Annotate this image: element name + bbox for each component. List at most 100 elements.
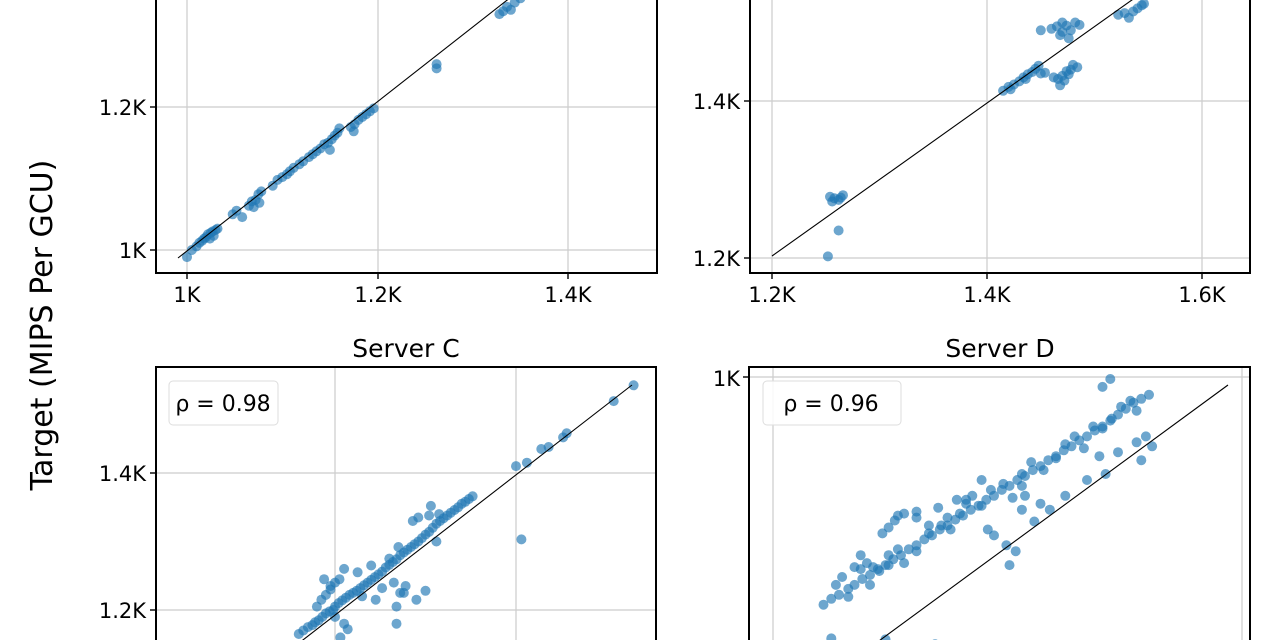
data-point xyxy=(818,599,829,610)
panel-server-c: Server C 1.4K 1.2K ρ = 0.98 xyxy=(99,334,657,640)
data-point xyxy=(431,63,442,74)
data-point xyxy=(628,380,639,391)
data-point xyxy=(208,230,219,241)
data-point xyxy=(961,498,972,509)
data-point xyxy=(1060,490,1071,501)
data-point xyxy=(827,196,838,207)
data-point xyxy=(1061,66,1072,77)
data-point xyxy=(388,577,399,588)
panel-top-left: 1K 1.2K 1.4K 1K 1.2K xyxy=(99,0,658,307)
gridlines xyxy=(156,367,656,640)
data-point xyxy=(366,560,377,571)
data-point xyxy=(319,574,330,585)
data-point xyxy=(1001,540,1012,551)
data-point xyxy=(411,594,422,605)
data-point xyxy=(865,579,875,590)
data-point xyxy=(1131,437,1142,448)
data-point xyxy=(843,591,854,602)
data-point xyxy=(967,490,978,501)
correlation-legend: ρ = 0.98 xyxy=(168,380,279,426)
data-point xyxy=(425,500,436,511)
gridlines xyxy=(750,0,1250,273)
axes-frame xyxy=(749,0,1251,274)
data-point xyxy=(998,478,1009,489)
data-point xyxy=(1131,405,1142,416)
data-point xyxy=(348,126,359,137)
y-tick-label: 1K xyxy=(713,367,741,391)
data-point xyxy=(899,508,910,519)
correlation-value: ρ = 0.98 xyxy=(175,392,270,417)
data-point xyxy=(511,461,521,472)
data-point xyxy=(1016,480,1027,491)
data-point xyxy=(883,522,894,533)
data-point xyxy=(608,396,619,407)
data-point xyxy=(942,512,953,523)
data-point xyxy=(877,528,888,539)
data-point xyxy=(1097,381,1108,392)
y-tick-label: 1.2K xyxy=(99,96,147,120)
data-point xyxy=(923,520,934,531)
data-point xyxy=(1057,17,1068,28)
x-tick-label: 1.4K xyxy=(544,283,592,307)
x-tick-label: 1.6K xyxy=(1178,283,1226,307)
data-point xyxy=(368,103,379,114)
data-point xyxy=(324,144,335,155)
data-point xyxy=(976,500,987,511)
data-point xyxy=(933,502,944,513)
data-point xyxy=(1027,465,1038,476)
data-point xyxy=(1007,492,1018,503)
data-point xyxy=(1069,431,1080,442)
data-point xyxy=(231,205,242,216)
x-tick-label: 1.4K xyxy=(963,283,1011,307)
scatter-points xyxy=(182,0,526,263)
data-point xyxy=(1106,413,1117,424)
data-point xyxy=(855,550,866,561)
data-point xyxy=(826,633,837,640)
data-point xyxy=(1051,453,1061,464)
data-point xyxy=(837,572,848,582)
data-point xyxy=(1144,389,1154,400)
data-point xyxy=(1043,455,1054,466)
data-point xyxy=(1147,441,1158,452)
scatter-points xyxy=(293,380,639,640)
data-point xyxy=(855,564,866,575)
data-point xyxy=(1074,19,1085,30)
data-point xyxy=(391,618,402,629)
axes-frame xyxy=(155,0,658,274)
data-point xyxy=(835,192,846,203)
data-point xyxy=(923,528,934,539)
data-point xyxy=(945,524,956,535)
data-point xyxy=(1004,560,1015,571)
data-point xyxy=(334,574,345,585)
reference-line xyxy=(302,384,633,640)
data-point xyxy=(424,510,435,521)
reference-line xyxy=(879,384,1229,640)
scatter-points xyxy=(818,374,1158,640)
data-point xyxy=(1082,431,1092,442)
data-point xyxy=(1055,80,1066,91)
scatter-points xyxy=(822,0,1149,262)
data-point xyxy=(936,520,947,531)
data-point xyxy=(357,591,368,602)
data-point xyxy=(1020,490,1030,501)
data-point xyxy=(951,494,962,505)
data-point xyxy=(834,589,844,600)
data-point xyxy=(237,212,248,223)
data-point xyxy=(515,0,526,4)
data-point xyxy=(892,544,903,555)
x-tick-label: 1.2K xyxy=(354,283,402,307)
data-point xyxy=(352,567,363,578)
y-tick-label: 1.2K xyxy=(99,599,147,623)
data-point xyxy=(467,491,478,502)
data-point xyxy=(833,225,844,236)
data-point xyxy=(339,563,350,574)
data-point xyxy=(1105,374,1116,384)
data-point xyxy=(989,530,999,541)
x-tick-label: 1K xyxy=(173,283,201,307)
y-tick-label: 1K xyxy=(119,239,147,263)
data-point xyxy=(1113,447,1123,458)
data-point xyxy=(865,570,875,580)
data-point xyxy=(830,579,841,590)
data-point xyxy=(1094,451,1105,462)
